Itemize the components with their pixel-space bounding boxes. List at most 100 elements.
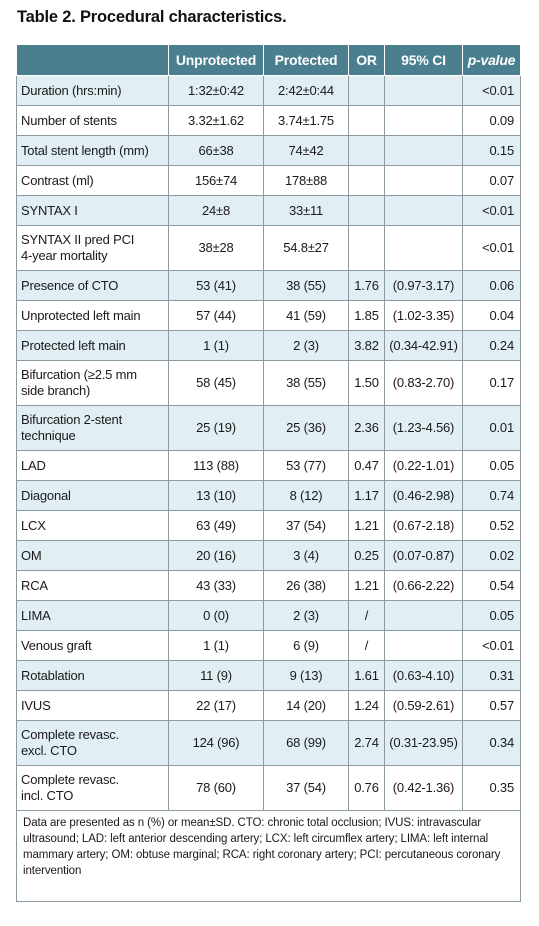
table-row: LAD 113 (88) 53 (77) 0.47 (0.22-1.01) 0.05: [16, 450, 521, 481]
row-label-line: SYNTAX II pred PCI: [21, 232, 135, 247]
cell-ci: (0.31-23.95): [384, 720, 463, 766]
row-label-line: OM: [21, 547, 42, 563]
cell-protected: 8 (12): [263, 480, 349, 511]
cell-or: 1.50: [348, 360, 385, 406]
row-label-line: technique: [21, 428, 76, 443]
row-label-line: Complete revasc.: [21, 727, 119, 742]
cell-unprotected: 43 (33): [168, 570, 264, 601]
cell-ci: (1.02-3.35): [384, 300, 463, 331]
cell-unprotected: 3.32±1.62: [168, 105, 264, 136]
row-label-line: Rotablation: [21, 667, 85, 683]
cell-protected: 6 (9): [263, 630, 349, 661]
cell-protected: 54.8±27: [263, 225, 349, 271]
cell-unprotected: 20 (16): [168, 540, 264, 571]
cell-ci: (0.63-4.10): [384, 660, 463, 691]
table-row: SYNTAX II pred PCI 4-year mortality 38±28 5…: [16, 225, 521, 271]
cell-p-value: <0.01: [462, 75, 521, 106]
header-unprotected: Unprotected: [168, 44, 264, 76]
cell-protected: 178±88: [263, 165, 349, 196]
table-row: Protected left main 1 (1) 2 (3) 3.82 (0.34-4…: [16, 330, 521, 361]
row-label: Duration (hrs:min): [16, 75, 169, 106]
cell-p-value: <0.01: [462, 225, 521, 271]
header-row: Unprotected Protected OR 95% CI p-value: [16, 44, 521, 76]
table-title: Table 2. Procedural characteristics.: [17, 8, 287, 26]
cell-or: 0.76: [348, 765, 385, 811]
cell-protected: 25 (36): [263, 405, 349, 451]
cell-p-value: 0.17: [462, 360, 521, 406]
row-label: Bifurcation (≥2.5 mm side branch): [16, 360, 169, 406]
row-label-line: SYNTAX I: [21, 202, 78, 218]
cell-or: 0.47: [348, 450, 385, 481]
cell-protected: 2 (3): [263, 330, 349, 361]
cell-unprotected: 1:32±0:42: [168, 75, 264, 106]
cell-p-value: 0.09: [462, 105, 521, 136]
header-protected: Protected: [263, 44, 349, 76]
table-row: Duration (hrs:min) 1:32±0:42 2:42±0:44 <0.0…: [16, 75, 521, 106]
row-label-line: 4-year mortality: [21, 248, 108, 263]
row-label: Complete revasc. incl. CTO: [16, 765, 169, 811]
cell-ci: (0.46-2.98): [384, 480, 463, 511]
row-label-line: RCA: [21, 577, 48, 593]
table-row: Number of stents 3.32±1.62 3.74±1.75 0.09: [16, 105, 521, 136]
cell-or: [348, 195, 385, 226]
row-label-line: Contrast (ml): [21, 172, 94, 188]
row-label-line: LIMA: [21, 607, 51, 623]
cell-or: /: [348, 600, 385, 631]
table-row: LCX 63 (49) 37 (54) 1.21 (0.67-2.18) 0.52: [16, 510, 521, 541]
table-row: RCA 43 (33) 26 (38) 1.21 (0.66-2.22) 0.54: [16, 570, 521, 601]
row-label-line: Presence of CTO: [21, 277, 119, 293]
row-label: RCA: [16, 570, 169, 601]
cell-unprotected: 57 (44): [168, 300, 264, 331]
cell-protected: 37 (54): [263, 510, 349, 541]
cell-unprotected: 13 (10): [168, 480, 264, 511]
row-label: Rotablation: [16, 660, 169, 691]
cell-protected: 2 (3): [263, 600, 349, 631]
row-label-line: Unprotected left main: [21, 307, 141, 323]
cell-p-value: 0.54: [462, 570, 521, 601]
cell-ci: (0.34-42.91): [384, 330, 463, 361]
cell-ci: [384, 165, 463, 196]
row-label-line: Bifurcation (≥2.5 mm: [21, 367, 137, 382]
cell-protected: 3 (4): [263, 540, 349, 571]
cell-p-value: 0.34: [462, 720, 521, 766]
cell-ci: (0.97-3.17): [384, 270, 463, 301]
cell-p-value: 0.04: [462, 300, 521, 331]
row-label-line: Protected left main: [21, 337, 126, 353]
row-label-line: IVUS: [21, 697, 51, 713]
cell-ci: [384, 600, 463, 631]
footnote: Data are presented as n (%) or mean±SD. …: [16, 810, 521, 902]
table-row: Complete revasc. excl. CTO 124 (96) 68 (99)…: [16, 720, 521, 766]
cell-p-value: <0.01: [462, 195, 521, 226]
table-row: Diagonal 13 (10) 8 (12) 1.17 (0.46-2.98) 0.74: [16, 480, 521, 511]
cell-p-value: 0.24: [462, 330, 521, 361]
cell-unprotected: 124 (96): [168, 720, 264, 766]
table-row: SYNTAX I 24±8 33±11 <0.01: [16, 195, 521, 226]
cell-unprotected: 25 (19): [168, 405, 264, 451]
cell-unprotected: 0 (0): [168, 600, 264, 631]
cell-or: 3.82: [348, 330, 385, 361]
row-label: LCX: [16, 510, 169, 541]
cell-or: 1.61: [348, 660, 385, 691]
cell-p-value: 0.05: [462, 450, 521, 481]
cell-protected: 9 (13): [263, 660, 349, 691]
cell-ci: [384, 135, 463, 166]
cell-p-value: 0.06: [462, 270, 521, 301]
cell-protected: 74±42: [263, 135, 349, 166]
table-row: Contrast (ml) 156±74 178±88 0.07: [16, 165, 521, 196]
row-label: Number of stents: [16, 105, 169, 136]
cell-protected: 38 (55): [263, 360, 349, 406]
cell-protected: 3.74±1.75: [263, 105, 349, 136]
row-label: IVUS: [16, 690, 169, 721]
table-body: Duration (hrs:min) 1:32±0:42 2:42±0:44 <0.0…: [16, 75, 521, 811]
table-row: LIMA 0 (0) 2 (3)/ 0.05: [16, 600, 521, 631]
row-label: Presence of CTO: [16, 270, 169, 301]
cell-protected: 33±11: [263, 195, 349, 226]
cell-p-value: 0.31: [462, 660, 521, 691]
cell-p-value: 0.35: [462, 765, 521, 811]
cell-or: 1.24: [348, 690, 385, 721]
row-label: Complete revasc. excl. CTO: [16, 720, 169, 766]
table-row: Unprotected left main 57 (44) 41 (59) 1.85(…: [16, 300, 521, 331]
footnote-row: Data are presented as n (%) or mean±SD. …: [16, 810, 521, 902]
row-label-line: Total stent length (mm): [21, 142, 149, 158]
cell-ci: (0.67-2.18): [384, 510, 463, 541]
